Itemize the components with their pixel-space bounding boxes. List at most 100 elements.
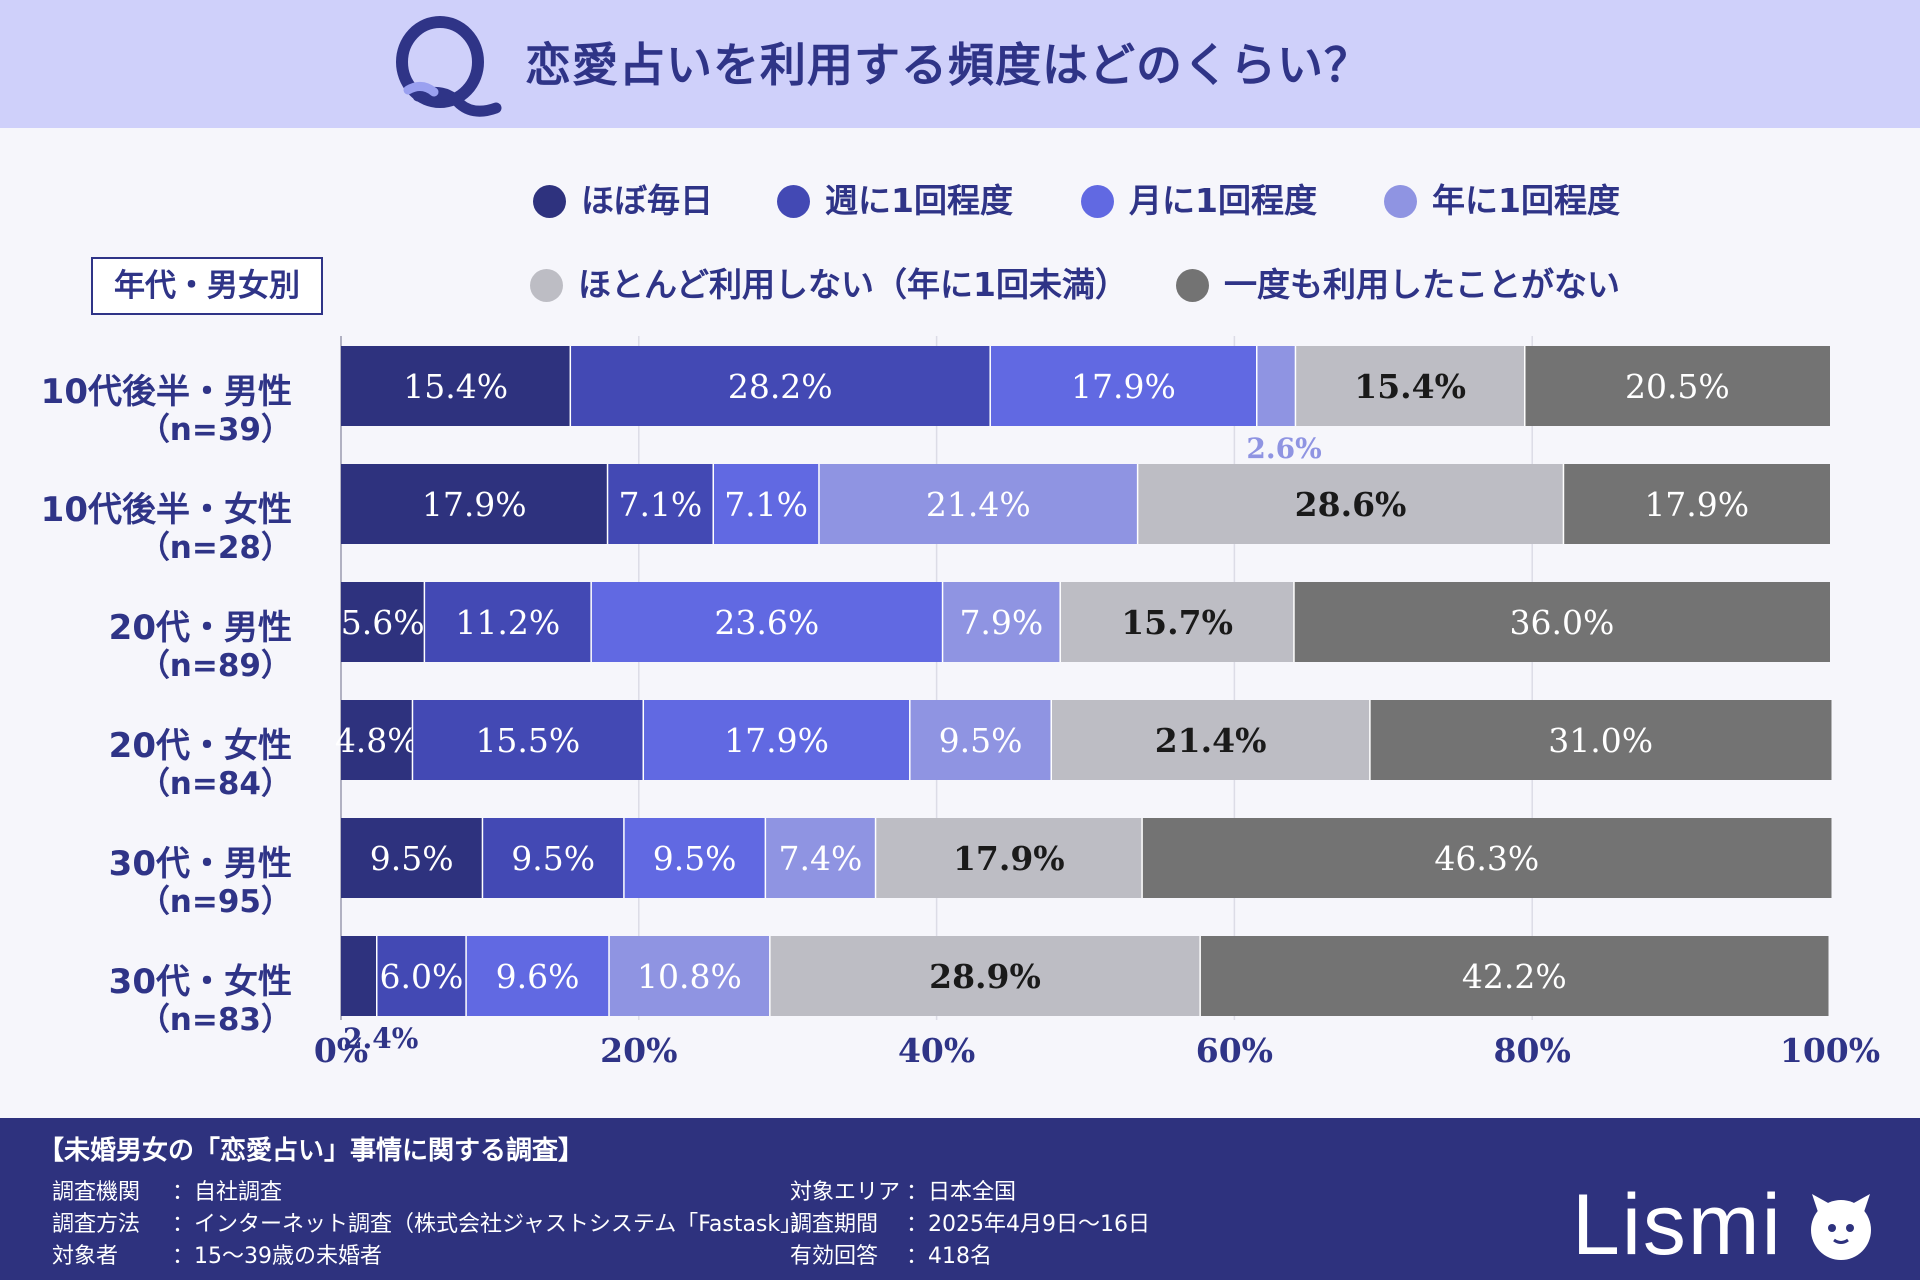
- data-label-outside: 2.4%: [343, 1022, 418, 1055]
- bar-segment: [1256, 346, 1296, 426]
- bar-segment: [1293, 582, 1830, 662]
- bar-segment: [1295, 346, 1525, 426]
- data-label: 7.1%: [724, 485, 808, 524]
- category-label: 10代後半・女性: [40, 490, 292, 530]
- bar-segment: [482, 818, 624, 898]
- data-label: 15.4%: [1354, 367, 1466, 406]
- category-label: 30代・女性: [108, 962, 292, 1002]
- footer: 【未婚男女の「恋愛占い」事情に関する調査】 調査機関 ：自社調査 調査方法 ：イ…: [0, 1118, 1920, 1280]
- category-label: 30代・男性: [108, 844, 292, 884]
- bar-segment: [623, 818, 766, 898]
- stacked-bar-chart: 0% 20% 40% 60% 80% 100% 15.4% 28.2% 17.9% 2.6% 15.…: [314, 336, 1880, 1070]
- x-tick-label: 100%: [1780, 1031, 1880, 1070]
- bar-segment: [1051, 700, 1370, 780]
- survey-title: 【未婚男女の「恋愛占い」事情に関する調査】: [38, 1136, 585, 1166]
- bar-segment: [341, 818, 483, 898]
- data-label: 9.5%: [370, 839, 454, 878]
- group-label: 年代・男女別: [91, 257, 323, 315]
- bar-segment: [990, 346, 1257, 426]
- legend-swatch: [533, 185, 566, 218]
- data-label: 17.9%: [724, 721, 829, 760]
- data-label: 11.2%: [455, 603, 560, 642]
- category-label: 20代・男性: [108, 608, 292, 648]
- legend-swatch: [777, 185, 810, 218]
- bar-segment: [570, 346, 991, 426]
- data-label: 23.6%: [714, 603, 819, 642]
- bar-segment: [713, 464, 819, 544]
- x-tick-label: 20%: [600, 1031, 677, 1070]
- bar-segment: [909, 700, 1052, 780]
- bar-segment: [1060, 582, 1294, 662]
- survey-info-value: ：日本全国: [906, 1180, 1017, 1205]
- category-n: （n=83）: [138, 1002, 292, 1038]
- legend-swatch: [1384, 185, 1417, 218]
- category-n: （n=28）: [138, 530, 292, 566]
- bar-segment: [769, 936, 1201, 1016]
- bar-segment: [607, 464, 714, 544]
- data-label: 15.7%: [1121, 603, 1233, 642]
- header-bar: 恋愛占いを利用する頻度はどのくらい？: [0, 0, 1920, 128]
- legend-swatch: [530, 269, 563, 302]
- data-label: 28.9%: [929, 957, 1041, 996]
- bar-segment: [1369, 700, 1832, 780]
- data-label: 21.4%: [1155, 721, 1267, 760]
- x-tick-label: 0%: [314, 1031, 368, 1070]
- data-label: 42.2%: [1462, 957, 1567, 996]
- legend-label: 週に1回程度: [825, 181, 1013, 220]
- category-label: 10代後半・男性: [40, 372, 292, 412]
- bar-segment: [818, 464, 1138, 544]
- category-label: 20代・女性: [108, 726, 292, 766]
- data-label: 7.4%: [779, 839, 863, 878]
- bar-segment: [1524, 346, 1830, 426]
- data-label: 17.9%: [1644, 485, 1749, 524]
- bar-segment: [643, 700, 910, 780]
- category-n: （n=84）: [138, 766, 292, 802]
- survey-info-key: 対象者: [52, 1244, 119, 1269]
- data-label: 7.1%: [618, 485, 702, 524]
- data-label: 36.0%: [1510, 603, 1615, 642]
- data-label: 28.2%: [728, 367, 833, 406]
- data-label: 5.6%: [341, 603, 425, 642]
- bar-segment: [341, 464, 608, 544]
- bar-segment: [591, 582, 943, 662]
- mascot-icon: [1811, 1194, 1871, 1260]
- category-n: （n=39）: [138, 412, 292, 448]
- data-label: 31.0%: [1548, 721, 1653, 760]
- data-label: 46.3%: [1434, 839, 1539, 878]
- data-label: 4.8%: [335, 721, 419, 760]
- x-tick-label: 40%: [898, 1031, 975, 1070]
- bar-segment: [466, 936, 610, 1016]
- page-title: 恋愛占いを利用する頻度はどのくらい？: [525, 38, 1371, 92]
- x-tick-label: 80%: [1494, 1031, 1571, 1070]
- data-label-outside: 2.6%: [1246, 432, 1321, 465]
- bar-segment: [412, 700, 644, 780]
- data-label: 6.0%: [379, 957, 463, 996]
- data-label: 7.9%: [959, 603, 1043, 642]
- data-label: 9.6%: [496, 957, 580, 996]
- data-label: 9.5%: [653, 839, 737, 878]
- bar-segment: [609, 936, 770, 1016]
- data-label: 21.4%: [926, 485, 1031, 524]
- category-n: （n=95）: [138, 884, 292, 920]
- bar-segment: [1137, 464, 1564, 544]
- survey-info-value: ：インターネット調査（株式会社ジャストシステム「Fastask」）: [172, 1212, 814, 1237]
- bar-segment: [1200, 936, 1829, 1016]
- category-n: （n=89）: [138, 648, 292, 684]
- bar-segment: [341, 936, 377, 1016]
- survey-info-key: 調査機関: [52, 1180, 141, 1205]
- data-label: 17.9%: [953, 839, 1065, 878]
- survey-info-value: ：15～39歳の未婚者: [172, 1244, 382, 1269]
- survey-info-key: 調査方法: [52, 1212, 141, 1237]
- survey-info-key: 有効回答: [790, 1244, 879, 1269]
- survey-info-key: 調査期間: [790, 1212, 879, 1237]
- bar-segment: [765, 818, 876, 898]
- bar-segment: [341, 700, 413, 780]
- data-label: 20.5%: [1625, 367, 1730, 406]
- bar-segment: [875, 818, 1143, 898]
- legend-label: ほとんど利用しない（年に1回未満）: [578, 265, 1128, 304]
- bar-segment: [942, 582, 1061, 662]
- legend-label: 一度も利用したことがない: [1224, 265, 1620, 304]
- data-label: 17.9%: [422, 485, 527, 524]
- data-label: 15.4%: [403, 367, 508, 406]
- legend-swatch: [1176, 269, 1209, 302]
